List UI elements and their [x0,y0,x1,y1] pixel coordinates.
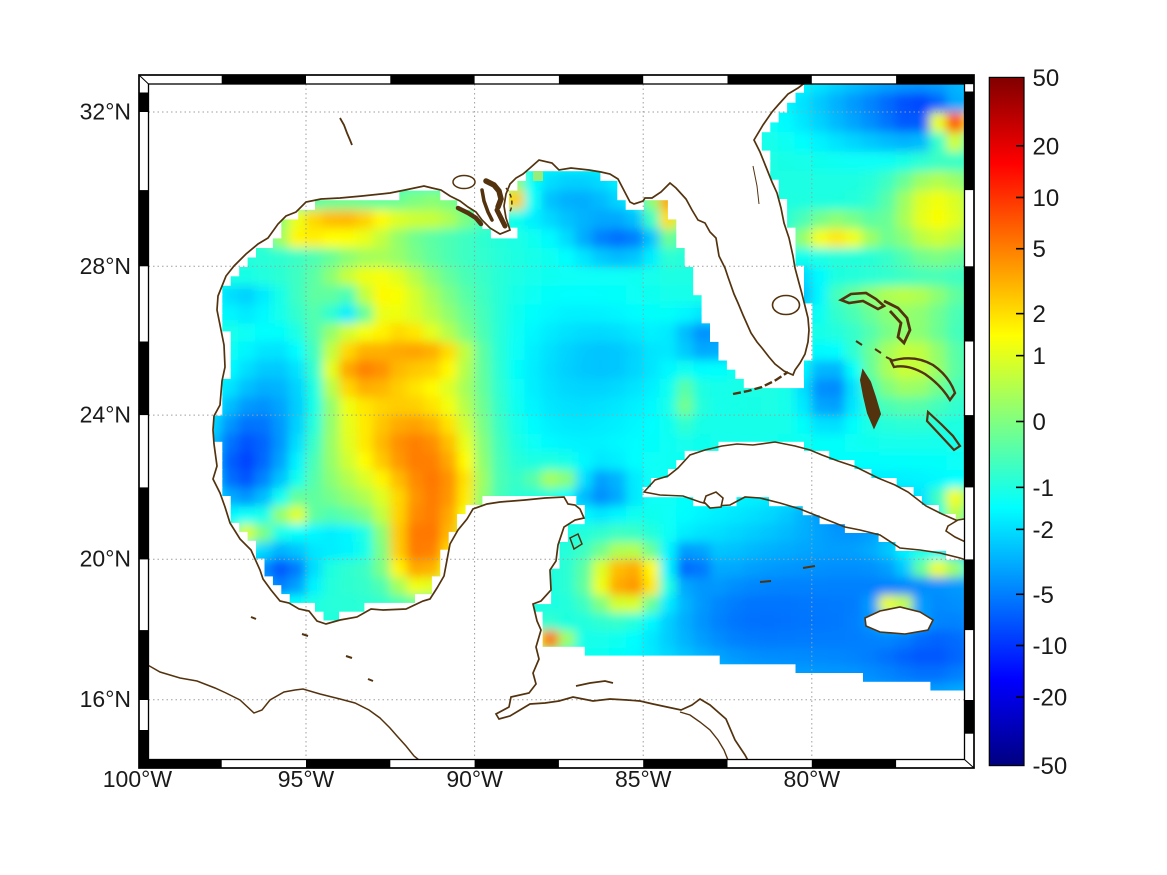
svg-text:20: 20 [1033,133,1060,160]
svg-text:85°W: 85°W [615,766,672,792]
svg-text:-2: -2 [1033,517,1054,544]
svg-text:-5: -5 [1033,582,1054,609]
svg-text:0: 0 [1033,409,1046,436]
svg-text:1: 1 [1033,343,1046,370]
svg-text:80°W: 80°W [784,766,841,792]
svg-text:20°N: 20°N [80,546,131,572]
svg-text:95°W: 95°W [278,766,335,792]
svg-text:-50: -50 [1033,753,1068,780]
svg-text:5: 5 [1033,236,1046,263]
svg-text:16°N: 16°N [80,686,131,712]
svg-text:-1: -1 [1033,475,1054,502]
svg-text:50: 50 [1033,65,1060,92]
svg-text:10: 10 [1033,185,1060,212]
svg-text:24°N: 24°N [80,402,131,428]
svg-text:32°N: 32°N [80,99,131,125]
svg-text:2: 2 [1033,301,1046,328]
svg-text:90°W: 90°W [446,766,503,792]
svg-text:-20: -20 [1033,685,1068,712]
svg-text:100°W: 100°W [103,766,173,792]
svg-text:28°N: 28°N [80,253,131,279]
svg-text:-10: -10 [1033,633,1068,660]
